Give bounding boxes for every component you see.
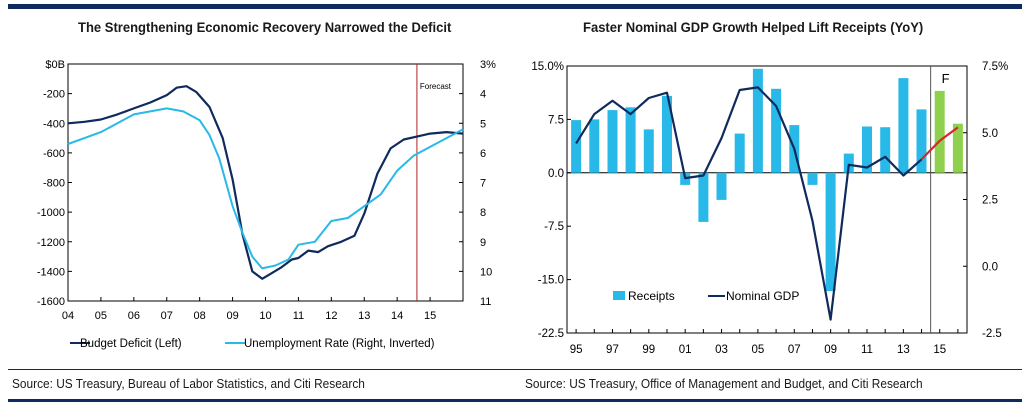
left-tick-label: -600 — [43, 148, 65, 160]
x-tick-label: 09 — [824, 344, 837, 356]
x-tick-label: 12 — [325, 310, 337, 322]
top-rule — [8, 4, 1022, 9]
x-tick-label: 99 — [642, 344, 655, 356]
left-tick-label: -200 — [43, 89, 65, 101]
left-tick-label: -15.0 — [538, 275, 564, 287]
right-tick-label: 0.0 — [982, 261, 998, 273]
receipts-bar — [571, 120, 582, 173]
receipts-bar — [698, 172, 709, 222]
left-tick-label: 15.0% — [531, 61, 564, 73]
receipts-bar — [934, 90, 945, 173]
x-tick-label: 01 — [679, 344, 692, 356]
right-tick-label: 10 — [480, 266, 492, 278]
left-tick-label: -22.5 — [538, 328, 564, 340]
legend-label-gdp: Nominal GDP — [726, 289, 799, 303]
receipts-bar — [825, 172, 836, 291]
left-tick-label: -1200 — [37, 237, 65, 249]
x-tick-label: 06 — [128, 310, 140, 322]
right-tick-label: 11 — [480, 296, 491, 308]
receipts-bar — [716, 172, 727, 200]
right-tick-label: 8 — [480, 207, 486, 219]
x-tick-label: 15 — [933, 344, 946, 356]
receipts-gdp-chart: 15.0% 7.5 0.0 -7.5 -15.0 -22.5 7.5% 5.0 2.5 0.0 -2… — [531, 61, 1008, 356]
chart2-title: Faster Nominal GDP Growth Helped Lift Re… — [583, 19, 924, 35]
x-tick-label: 05 — [95, 310, 107, 322]
left-tick-label: -7.5 — [544, 221, 564, 233]
left-tick-label: 0.0 — [548, 168, 564, 180]
x-tick-label: 13 — [897, 344, 910, 356]
receipts-bar — [662, 95, 672, 173]
receipts-bar — [862, 126, 872, 173]
x-tick-label: 03 — [715, 344, 728, 356]
receipts-bar — [734, 133, 745, 173]
left-tick-label: -800 — [43, 178, 65, 190]
right-tick-label: 4 — [480, 89, 486, 101]
forecast-label: Forecast — [420, 82, 452, 91]
receipts-bar — [807, 172, 818, 185]
x-tick-label: 07 — [161, 310, 173, 322]
receipts-bar — [843, 153, 854, 173]
receipts-bar — [643, 129, 654, 173]
left-tick-label: -400 — [43, 118, 65, 130]
right-tick-label: 5 — [480, 118, 486, 130]
legend-label-unemployment: Unemployment Rate (Right, Inverted) — [244, 338, 435, 350]
legend-label-deficit: Budget Deficit (Left) — [80, 338, 182, 350]
x-tick-label: 11 — [293, 310, 304, 322]
right-tick-label: 7 — [480, 178, 486, 190]
unemployment-rate-line — [67, 107, 464, 270]
receipts-bar — [625, 107, 636, 173]
x-tick-label: 08 — [194, 310, 206, 322]
forecast-label: F — [942, 71, 950, 86]
left-tick-label: $0B — [45, 59, 65, 71]
source-rule — [8, 369, 1022, 370]
x-tick-label: 04 — [62, 310, 74, 322]
x-tick-label: 95 — [570, 344, 583, 356]
chart1-source: Source: US Treasury, Bureau of Labor Sta… — [12, 377, 365, 391]
x-tick-label: 05 — [752, 344, 765, 356]
x-tick-label: 09 — [226, 310, 238, 322]
receipts-bar — [589, 119, 600, 173]
budget-deficit-line — [67, 85, 464, 280]
receipts-bar — [607, 110, 618, 173]
chart1-title: The Strengthening Economic Recovery Narr… — [78, 19, 452, 35]
right-tick-label: 5.0 — [982, 128, 998, 140]
x-tick-label: 10 — [259, 310, 271, 322]
right-tick-label: 6 — [480, 148, 486, 160]
chart2-source: Source: US Treasury, Office of Managemen… — [525, 377, 923, 391]
x-tick-label: 15 — [424, 310, 436, 322]
x-tick-label: 07 — [788, 344, 801, 356]
right-tick-label: 7.5% — [982, 61, 1008, 73]
receipts-bar — [880, 127, 891, 173]
nominal-gdp-forecast-line — [920, 126, 959, 161]
left-tick-label: 7.5 — [548, 114, 564, 126]
receipts-bar — [771, 88, 782, 173]
x-tick-label: 97 — [606, 344, 619, 356]
left-tick-label: -1400 — [37, 266, 65, 278]
legend-swatch-receipts — [613, 291, 625, 300]
deficit-unemployment-chart: $0B -200 -400 -600 -800 -1000 -1200 -1400 -1600 3… — [37, 59, 496, 350]
bottom-rule — [8, 399, 1022, 402]
left-tick-label: -1000 — [37, 207, 65, 219]
right-tick-label: 2.5 — [982, 195, 998, 207]
receipts-bar — [752, 68, 763, 173]
x-tick-label: 13 — [358, 310, 370, 322]
legend-label-receipts: Receipts — [628, 289, 675, 303]
right-tick-label: 3% — [480, 59, 496, 71]
nominal-gdp-line — [575, 86, 923, 321]
right-tick-label: -2.5 — [982, 328, 1002, 340]
receipts-bar — [952, 123, 963, 173]
right-tick-label: 9 — [480, 237, 486, 249]
receipts-bar — [898, 78, 909, 173]
x-tick-label: 11 — [861, 344, 873, 356]
left-tick-label: -1600 — [37, 296, 65, 308]
receipts-bar — [916, 109, 927, 173]
plot-frame — [67, 63, 464, 302]
x-tick-label: 14 — [391, 310, 403, 322]
